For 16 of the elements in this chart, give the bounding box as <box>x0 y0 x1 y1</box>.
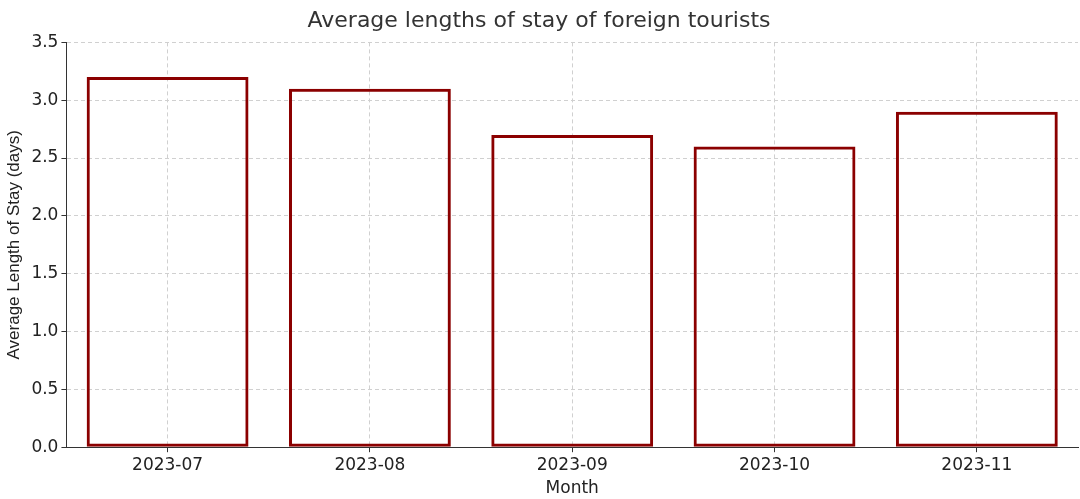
y-tick-label: 0.0 <box>31 435 59 456</box>
y-tick-label: 3.5 <box>31 30 59 51</box>
x-tick-label: 2023-10 <box>739 453 811 474</box>
x-axis-title: Month <box>545 477 599 498</box>
y-tick-label: 2.5 <box>31 146 59 167</box>
x-tick-label: 2023-09 <box>536 453 608 474</box>
x-tick-label: 2023-07 <box>132 453 204 474</box>
y-tick-label: 0.5 <box>31 377 59 398</box>
y-axis-title: Average Length of Stay (days) <box>3 130 23 360</box>
y-tick-label: 2.0 <box>31 204 59 225</box>
y-tick-label: 1.0 <box>31 319 59 340</box>
y-tick-label: 1.5 <box>31 262 59 283</box>
chart-title: Average lengths of stay of foreign tourists <box>307 6 771 32</box>
y-tick-label: 3.0 <box>31 88 59 109</box>
x-tick-label: 2023-08 <box>334 453 406 474</box>
x-tick-label: 2023-11 <box>941 453 1013 474</box>
